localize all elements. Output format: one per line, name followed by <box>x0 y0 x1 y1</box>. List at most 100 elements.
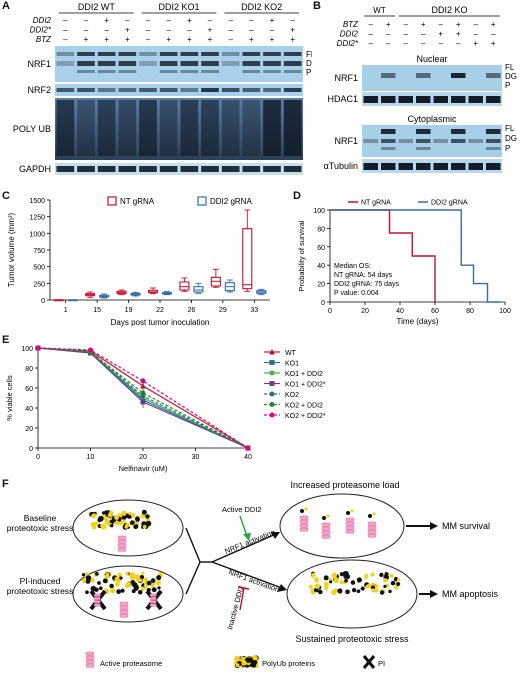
marker <box>269 370 275 376</box>
band <box>77 166 95 172</box>
blot-label: NRF2 <box>27 85 51 95</box>
polyub-dot <box>104 517 108 521</box>
band <box>363 96 378 103</box>
band <box>486 139 501 143</box>
band <box>263 88 281 92</box>
sign: – <box>166 16 171 25</box>
y-tick-label: 0 <box>41 298 45 305</box>
band <box>451 96 466 103</box>
polyub-dot <box>128 511 132 516</box>
band <box>118 166 137 172</box>
y-tick-label: 0 <box>321 300 325 307</box>
sign: – <box>474 30 479 39</box>
band <box>416 139 431 143</box>
active-proteasome <box>119 601 129 618</box>
sign: – <box>474 20 479 29</box>
polyub-dot <box>300 509 304 513</box>
polyub-dot <box>241 660 247 666</box>
branch-up <box>211 533 277 563</box>
apoptosis-cell <box>286 559 418 629</box>
polyub-dot <box>94 571 99 576</box>
polyub-dot <box>81 573 86 577</box>
polyub-dot <box>104 510 109 515</box>
sign: + <box>438 30 443 39</box>
sign: – <box>146 26 151 35</box>
band <box>433 139 448 143</box>
proteasome-ring <box>367 529 377 534</box>
band <box>451 73 466 78</box>
sign: + <box>208 35 213 44</box>
legend-swatch <box>107 196 117 206</box>
sign: – <box>491 30 496 39</box>
band <box>56 88 75 92</box>
polyub-dot <box>146 580 152 586</box>
inhibition-bar <box>238 586 250 590</box>
smear-lane <box>242 100 261 156</box>
proteasome-ring <box>119 613 129 618</box>
legend-label: KO2 + DDI2* <box>285 413 326 420</box>
polyub-dot <box>368 514 372 518</box>
x-tick-label: 26 <box>188 307 196 314</box>
band <box>77 52 95 56</box>
nrf1-activation-label: NRF1 activation <box>223 528 276 556</box>
sign: – <box>249 26 254 35</box>
smear-lane <box>97 100 116 156</box>
band <box>486 129 501 134</box>
polyub-dot <box>114 515 120 521</box>
polyub-dot <box>370 572 375 577</box>
band <box>77 88 95 92</box>
sign: – <box>63 35 68 44</box>
polyub-dot <box>110 523 114 528</box>
band <box>263 166 281 172</box>
polyub-dot <box>98 586 103 591</box>
survival-line <box>330 209 436 302</box>
polyub-dot <box>101 511 106 515</box>
proteasome-ring <box>345 521 355 526</box>
sign: + <box>456 30 461 39</box>
section-title: Nuclear <box>416 54 447 64</box>
polyub-dot <box>314 577 320 583</box>
polyub-dot <box>364 573 369 578</box>
proteasome-ring <box>299 527 309 532</box>
smear-lane <box>139 100 157 156</box>
sign: – <box>290 16 295 25</box>
polyub-dot <box>90 578 95 583</box>
polyub-dot <box>372 512 376 516</box>
legend-label: KO1 + DDI2* <box>285 382 326 389</box>
polyub-dot <box>356 577 362 583</box>
polyub-cluster <box>81 571 163 595</box>
polyub-cluster <box>88 509 152 530</box>
active-ddi2-label: Active DDI2 <box>222 505 262 514</box>
increased-load-label: Increased proteasome load <box>290 480 399 490</box>
sign: + <box>270 16 275 25</box>
band <box>468 96 483 103</box>
polyub-dot <box>390 580 396 586</box>
proteasome-ring <box>345 525 355 530</box>
proteasome-ring <box>345 517 355 522</box>
polyub-dot <box>371 588 376 593</box>
sign: – <box>228 35 233 44</box>
polyub-dot <box>109 583 114 589</box>
proteasome-ring <box>117 547 127 552</box>
polyub-dot <box>143 577 148 583</box>
annotation-line: P value: 0.004 <box>334 290 379 297</box>
proteasome-ring <box>149 603 157 607</box>
polyub-dot <box>97 581 101 585</box>
band <box>97 61 116 66</box>
band-label: DG <box>306 59 312 68</box>
arrow-head <box>430 522 438 530</box>
proteasome-ring <box>321 534 331 539</box>
blot-label: NRF1 <box>334 136 358 146</box>
band <box>159 88 178 92</box>
polyub-dot <box>81 578 87 584</box>
sign: – <box>421 30 426 39</box>
polyub-dot <box>383 578 388 583</box>
band <box>416 73 431 78</box>
polyub-dot <box>379 590 385 595</box>
section-title: Cytoplasmic <box>407 114 457 124</box>
polyub-dot <box>329 580 333 584</box>
proteasome-ring <box>321 522 331 527</box>
mm-survival-label: MM survival <box>442 521 490 531</box>
band <box>242 61 261 66</box>
pi-cell <box>72 565 184 623</box>
